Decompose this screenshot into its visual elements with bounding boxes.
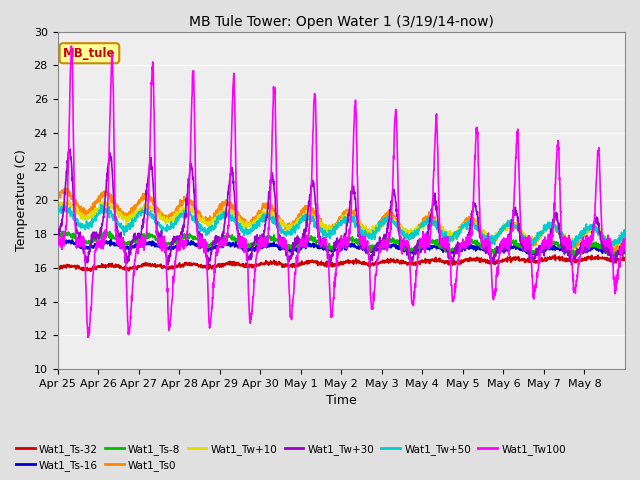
Wat1_Ts-8 xyxy=(621,247,629,253)
Wat1_Ts-8 xyxy=(552,240,560,245)
Wat1_Tw100 xyxy=(621,246,629,252)
Line: Wat1_Tw100: Wat1_Tw100 xyxy=(58,46,625,337)
Wat1_Tw+50 xyxy=(60,202,67,207)
Wat1_Tw100 xyxy=(84,335,92,340)
Wat1_Ts-8 xyxy=(611,252,619,258)
Wat1_Ts-32 xyxy=(54,264,61,270)
Wat1_Tw+10 xyxy=(569,240,577,245)
Wat1_Ts-32 xyxy=(621,255,628,261)
Wat1_Tw100 xyxy=(313,176,321,182)
Wat1_Ts-32 xyxy=(313,258,321,264)
Y-axis label: Temperature (C): Temperature (C) xyxy=(15,149,28,251)
Wat1_Ts-16 xyxy=(313,243,321,249)
Title: MB Tule Tower: Open Water 1 (3/19/14-now): MB Tule Tower: Open Water 1 (3/19/14-now… xyxy=(189,15,493,29)
Line: Wat1_Ts-8: Wat1_Ts-8 xyxy=(58,231,625,255)
Wat1_Tw100 xyxy=(480,239,488,245)
Wat1_Tw100 xyxy=(67,43,75,49)
Wat1_Ts-32 xyxy=(372,262,380,268)
Wat1_Tw100 xyxy=(373,258,381,264)
Text: MB_tule: MB_tule xyxy=(63,47,116,60)
Wat1_Ts0 xyxy=(552,224,560,230)
Wat1_Tw100 xyxy=(569,278,577,284)
Wat1_Ts0 xyxy=(480,233,488,239)
Wat1_Ts-16 xyxy=(621,249,629,254)
Wat1_Tw+10 xyxy=(313,216,321,221)
Wat1_Ts-8 xyxy=(60,228,67,234)
Wat1_Tw+50 xyxy=(313,225,321,230)
Line: Wat1_Tw+10: Wat1_Tw+10 xyxy=(58,200,625,246)
Wat1_Tw+50 xyxy=(565,244,573,250)
Wat1_Ts-8 xyxy=(569,251,577,256)
Wat1_Tw+30 xyxy=(373,240,381,246)
Wat1_Tw+10 xyxy=(54,204,61,209)
Wat1_Ts-32 xyxy=(551,252,559,258)
Wat1_Tw+10 xyxy=(65,197,73,203)
Wat1_Ts-16 xyxy=(612,253,620,259)
Line: Wat1_Tw+50: Wat1_Tw+50 xyxy=(58,204,625,247)
Wat1_Tw+30 xyxy=(553,210,561,216)
Wat1_Ts0 xyxy=(621,234,629,240)
Wat1_Tw+30 xyxy=(621,247,629,253)
Wat1_Tw+10 xyxy=(621,235,629,240)
Wat1_Ts-16 xyxy=(621,248,628,253)
Wat1_Tw+30 xyxy=(67,146,74,152)
Wat1_Tw+30 xyxy=(569,258,577,264)
Wat1_Ts0 xyxy=(313,214,321,220)
Wat1_Tw+30 xyxy=(313,218,321,224)
Legend: Wat1_Ts-32, Wat1_Ts-16, Wat1_Ts-8, Wat1_Ts0, Wat1_Tw+10, Wat1_Tw+30, Wat1_Tw+50,: Wat1_Ts-32, Wat1_Ts-16, Wat1_Ts-8, Wat1_… xyxy=(12,439,570,475)
Line: Wat1_Ts-32: Wat1_Ts-32 xyxy=(58,255,625,271)
Line: Wat1_Ts-16: Wat1_Ts-16 xyxy=(58,239,625,256)
Wat1_Ts0 xyxy=(372,223,380,229)
Wat1_Ts-8 xyxy=(313,240,321,245)
Wat1_Tw+10 xyxy=(621,234,628,240)
Wat1_Tw+50 xyxy=(569,243,577,249)
Wat1_Ts-16 xyxy=(552,244,560,250)
Wat1_Tw100 xyxy=(621,241,628,247)
Wat1_Ts-16 xyxy=(480,248,488,253)
X-axis label: Time: Time xyxy=(326,395,356,408)
Wat1_Tw+30 xyxy=(54,233,61,239)
Wat1_Tw+30 xyxy=(480,247,488,253)
Wat1_Ts-32 xyxy=(569,257,577,263)
Wat1_Ts-16 xyxy=(54,242,61,248)
Wat1_Tw+50 xyxy=(480,235,488,240)
Wat1_Tw+50 xyxy=(54,212,61,217)
Wat1_Ts-16 xyxy=(372,248,380,253)
Wat1_Ts-32 xyxy=(553,255,561,261)
Wat1_Tw+50 xyxy=(621,231,628,237)
Wat1_Tw+30 xyxy=(204,262,212,268)
Wat1_Tw+50 xyxy=(552,227,560,233)
Wat1_Ts-8 xyxy=(480,246,488,252)
Wat1_Ts0 xyxy=(54,192,61,197)
Wat1_Ts-8 xyxy=(54,234,61,240)
Wat1_Ts0 xyxy=(62,185,70,191)
Wat1_Tw+10 xyxy=(480,228,488,233)
Wat1_Ts-8 xyxy=(372,242,380,248)
Wat1_Tw+50 xyxy=(372,228,380,234)
Wat1_Tw100 xyxy=(54,240,61,246)
Wat1_Tw+10 xyxy=(552,225,560,231)
Line: Wat1_Ts0: Wat1_Ts0 xyxy=(58,188,625,253)
Wat1_Tw+30 xyxy=(621,245,628,251)
Wat1_Tw+10 xyxy=(610,243,618,249)
Wat1_Tw+50 xyxy=(621,228,629,233)
Wat1_Ts0 xyxy=(569,243,577,249)
Wat1_Ts-16 xyxy=(569,252,577,257)
Wat1_Ts-16 xyxy=(107,236,115,242)
Wat1_Tw+10 xyxy=(372,226,380,232)
Wat1_Ts-32 xyxy=(621,255,629,261)
Wat1_Tw100 xyxy=(553,156,561,162)
Wat1_Ts-32 xyxy=(480,259,488,264)
Wat1_Ts0 xyxy=(621,237,628,243)
Wat1_Ts0 xyxy=(609,250,617,256)
Wat1_Ts-32 xyxy=(87,268,95,274)
Line: Wat1_Tw+30: Wat1_Tw+30 xyxy=(58,149,625,265)
Wat1_Ts-8 xyxy=(621,246,628,252)
